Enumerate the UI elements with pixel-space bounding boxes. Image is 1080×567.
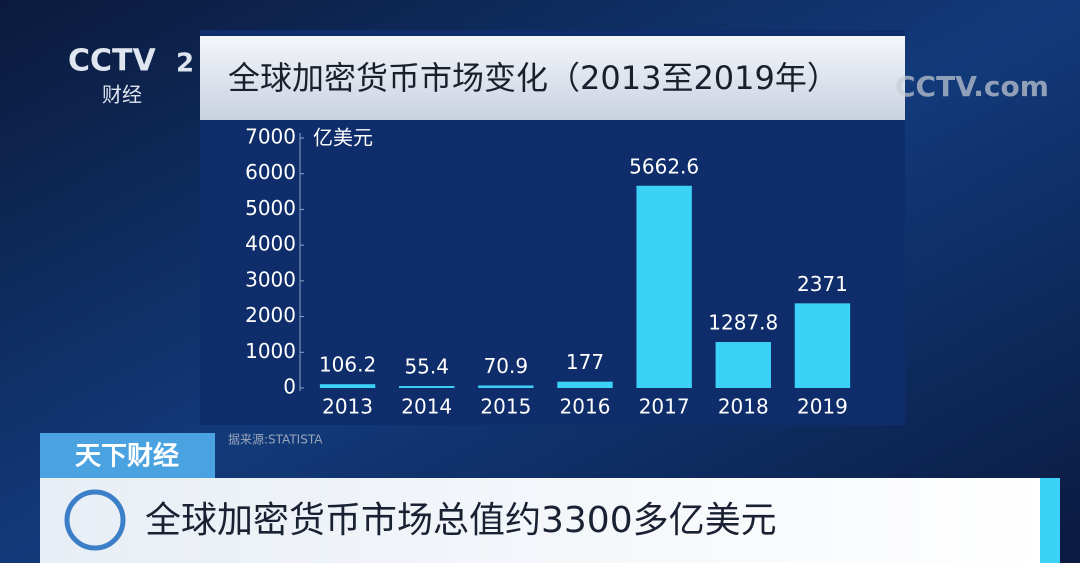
- value-label: 177: [566, 350, 604, 374]
- caption: 全球加密货币市场总值约3300多亿美元: [145, 500, 777, 541]
- x-tick-label: 2016: [560, 395, 611, 419]
- y-tick-label: 2000: [245, 303, 296, 327]
- x-tick-label: 2017: [639, 395, 690, 419]
- y-tick-label: 0: [283, 375, 296, 399]
- title-bar: [200, 36, 905, 120]
- source: 据来源:STATISTA: [228, 433, 323, 447]
- caption-icon: [64, 489, 126, 551]
- y-tick-label: 5000: [245, 196, 296, 220]
- chart-title: 全球加密货币市场变化（2013至2019年）: [228, 59, 839, 97]
- bar: [319, 384, 376, 388]
- bar: [557, 381, 613, 388]
- bar: [794, 303, 851, 388]
- y-axis-unit: 亿美元: [313, 126, 373, 150]
- x-tick-label: 2019: [797, 395, 848, 419]
- y-tick-label: 1000: [245, 339, 296, 363]
- channel-number: 2: [176, 49, 194, 79]
- y-tick-label: 6000: [245, 160, 296, 184]
- y-tick-label: 4000: [245, 232, 296, 256]
- x-tick-label: 2013: [322, 395, 373, 419]
- site-logo: CCTV.com: [895, 70, 1049, 103]
- bar: [399, 386, 455, 388]
- x-tick-label: 2018: [718, 395, 769, 419]
- value-label: 70.9: [484, 354, 529, 378]
- program-name: 天下财经: [75, 441, 179, 472]
- value-label: 55.4: [404, 355, 449, 379]
- channel-name: 财经: [102, 83, 142, 107]
- lower-third: [40, 478, 1050, 563]
- channel-logo: CCTV: [68, 44, 156, 79]
- y-tick-label: 3000: [245, 267, 296, 291]
- value-label: 5662.6: [629, 154, 699, 178]
- bar: [478, 385, 534, 388]
- program-tag: [40, 433, 215, 478]
- value-label: 1287.8: [708, 311, 778, 335]
- bar: [636, 185, 692, 388]
- bar: [715, 342, 771, 388]
- x-tick-label: 2014: [401, 395, 452, 419]
- lower-third-accent: [1040, 478, 1060, 563]
- value-label: 2371: [797, 272, 848, 296]
- x-tick-label: 2015: [480, 395, 531, 419]
- y-tick-label: 7000: [245, 125, 296, 149]
- value-label: 106.2: [319, 353, 376, 377]
